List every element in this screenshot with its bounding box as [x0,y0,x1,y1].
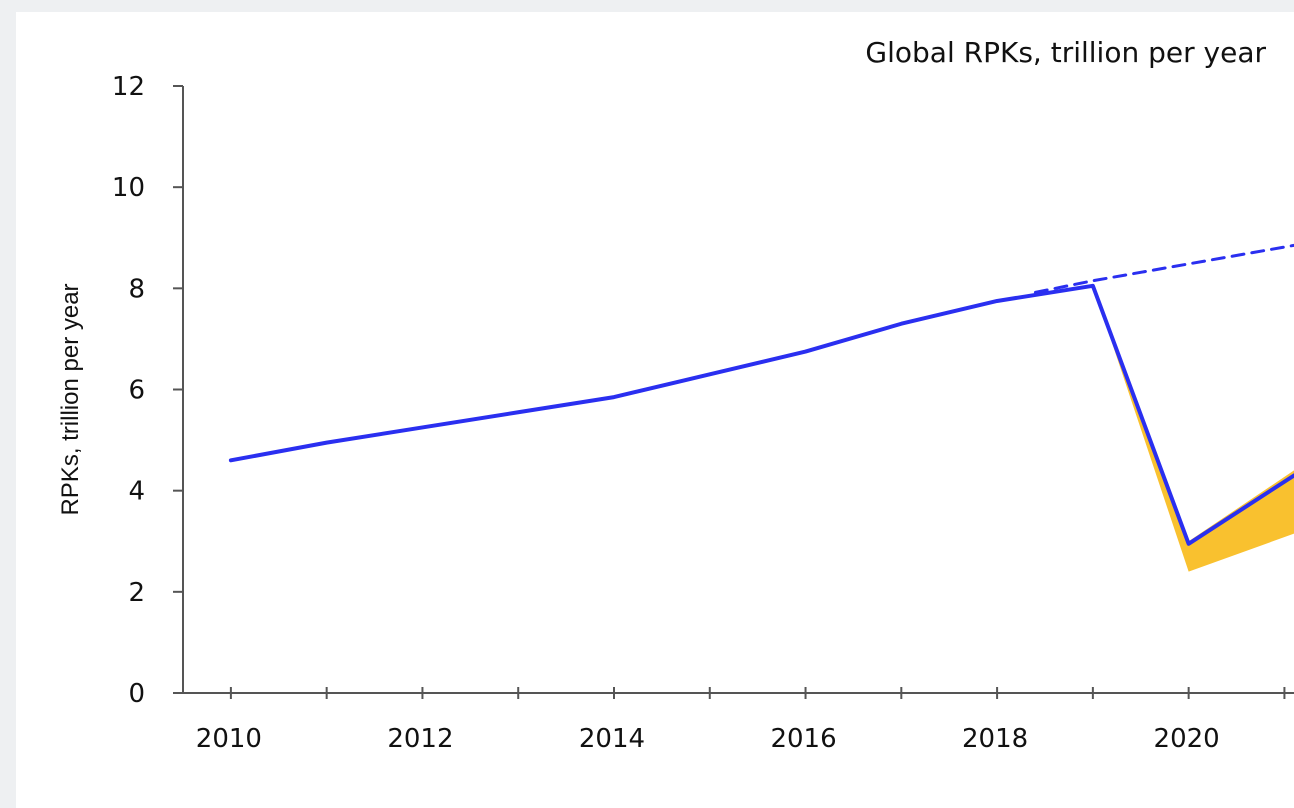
y-tick-label: 2 [128,578,145,608]
y-axis-title: RPKs, trillion per year [57,283,84,515]
x-tick-label: 2010 [196,724,262,754]
chart-title: Global RPKs, trillion per year [865,36,1266,69]
scenario-range-band [1092,285,1294,572]
line-chart: 0 2 4 6 8 10 12 2010 2012 2014 2016 2018 2020 Global… [57,36,1294,754]
series-layer [228,243,1294,546]
y-tick-label: 8 [128,274,145,304]
x-tick-label: 2012 [387,724,453,754]
x-tick-label: 2016 [770,724,836,754]
trend-line-dashed [1033,243,1294,294]
x-tick-label: 2014 [579,724,645,754]
x-tick-label: 2020 [1154,724,1220,754]
y-tick-label: 10 [112,173,145,203]
y-tick-label: 4 [128,477,145,507]
band-layer [1092,285,1294,572]
ticks: 0 2 4 6 8 10 12 2010 2012 2014 2016 2018 2020 [112,72,1286,754]
axes [182,86,1294,694]
chart-frame: 0 2 4 6 8 10 12 2010 2012 2014 2016 2018 2020 Global… [16,12,1294,808]
rpk-line [228,283,1294,546]
x-tick-label: 2018 [962,724,1028,754]
y-tick-label: 12 [112,72,145,102]
y-tick-label: 6 [128,376,145,406]
y-tick-label: 0 [128,679,145,709]
